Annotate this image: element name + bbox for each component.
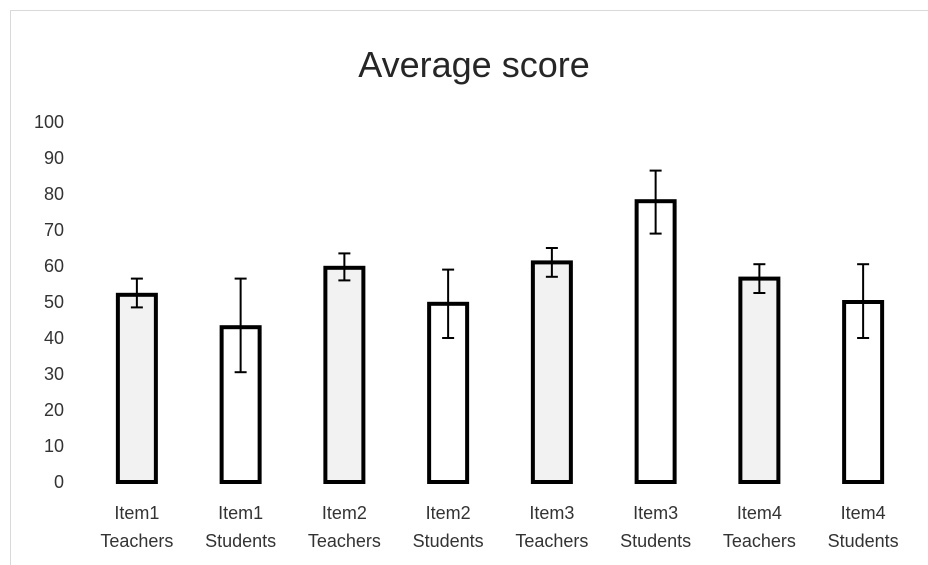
x-tick-label-group: Teachers	[308, 531, 381, 551]
y-tick-label: 40	[44, 328, 64, 348]
error-bars	[130, 169, 870, 374]
x-tick-label-group: Teachers	[515, 531, 588, 551]
x-axis: Item1 Teachers Item1 Students Item2 Teachers I…	[100, 503, 898, 551]
error-bar	[338, 252, 351, 282]
bar	[323, 265, 366, 484]
error-bar	[130, 277, 143, 309]
y-axis: 0 10 20 30 40 50 60 70 80 90 100	[34, 112, 64, 492]
y-tick-label: 70	[44, 220, 64, 240]
y-tick-label: 60	[44, 256, 64, 276]
bars	[115, 199, 885, 485]
y-tick-label: 50	[44, 292, 64, 312]
y-tick-label: 10	[44, 436, 64, 456]
error-bar	[545, 247, 558, 278]
bar	[634, 199, 677, 484]
bar	[115, 292, 158, 484]
bar	[530, 260, 573, 484]
x-tick-label-group: Students	[828, 531, 899, 551]
y-tick-label: 90	[44, 148, 64, 168]
x-tick-label-group: Teachers	[100, 531, 173, 551]
x-tick-label-group: Students	[413, 531, 484, 551]
x-tick-label-group: Students	[620, 531, 691, 551]
y-tick-label: 80	[44, 184, 64, 204]
x-tick-label-item: Item4	[737, 503, 782, 523]
x-tick-label-item: Item3	[529, 503, 574, 523]
error-bar	[753, 263, 766, 294]
x-tick-label-group: Students	[205, 531, 276, 551]
x-tick-label-item: Item3	[633, 503, 678, 523]
x-tick-label-item: Item2	[322, 503, 367, 523]
y-tick-label: 20	[44, 400, 64, 420]
x-tick-label-item: Item1	[218, 503, 263, 523]
x-tick-label-item: Item1	[114, 503, 159, 523]
y-tick-label: 100	[34, 112, 64, 132]
bar	[738, 276, 781, 484]
error-bar	[234, 277, 247, 374]
error-bar	[857, 263, 870, 339]
error-bar	[442, 268, 455, 339]
x-tick-label-item: Item4	[841, 503, 886, 523]
x-tick-label-group: Teachers	[723, 531, 796, 551]
x-tick-label-item: Item2	[426, 503, 471, 523]
chart-title: Average score	[358, 44, 590, 85]
error-bar	[649, 169, 662, 235]
y-tick-label: 30	[44, 364, 64, 384]
y-tick-label: 0	[54, 472, 64, 492]
